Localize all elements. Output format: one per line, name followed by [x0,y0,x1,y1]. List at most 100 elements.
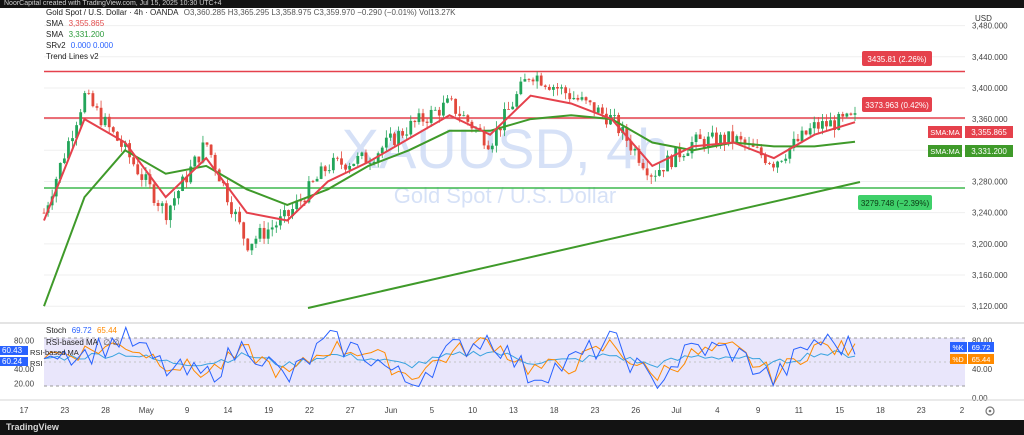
candle-body [494,128,498,146]
candle-body [71,138,74,142]
resistance-1-tag[interactable]: 3373.963 (0.42%) [862,97,932,112]
candle-body [384,137,388,148]
candle-body [140,174,144,180]
legend-stoch-label: Stoch [46,326,67,335]
candle-body [674,147,678,168]
candle-body [633,148,637,151]
legend-symbol: Gold Spot / U.S. Dollar · 4h · OANDA [46,8,179,17]
candle-body [144,174,148,180]
candle-body [715,132,718,146]
legend-trend-lines[interactable]: Trend Lines v2 [46,52,102,61]
candle-body [829,120,832,127]
k-badge[interactable]: %K 69.72 [950,342,994,352]
currency-label: USD [975,14,992,23]
candle-body [311,181,315,182]
candle-body [148,174,152,185]
resistance-2-text: 3435.81 (2.26%) [867,55,926,64]
legend-sma-slow[interactable]: SMA 3,331.200 [46,30,107,39]
support-1-tag[interactable]: 3279.748 (−2.39%) [858,195,932,210]
sma-slow-line[interactable] [43,114,856,307]
candle-body [315,178,319,182]
candle-body [849,113,853,115]
candle-body [156,202,160,206]
candle-body [784,158,788,161]
sma-fast-line[interactable] [43,94,856,222]
legend-rsi-ma-label: RSI-based MA [46,338,99,347]
candle-body [837,113,841,130]
candle-body [364,152,368,164]
candle-body [613,114,616,116]
price-axis[interactable]: USD 3,480.000 3,440.000 3,400.000 3,360.000… [972,14,1008,311]
candle-body [177,190,180,199]
chart-panel[interactable]: XAUUSD, 4h Gold Spot / U.S. Dollar USD 3… [0,8,1024,420]
chart-canvas[interactable]: XAUUSD, 4h Gold Spot / U.S. Dollar USD 3… [0,8,1024,420]
candle-body [307,181,311,203]
rsi-side-text: RSI [30,359,43,368]
settings-icon[interactable] [985,406,995,416]
oscillator-axis[interactable]: 80.00 40.00 0.00 80.00 40.00 20.00 [14,336,993,403]
candle-body [352,163,356,166]
watermark-name: Gold Spot / U.S. Dollar [394,183,617,208]
stoch-k-line[interactable] [43,325,856,390]
candle-body [666,155,669,172]
stoch-d-line[interactable] [43,337,856,387]
candle-body [788,148,792,159]
candle-body [710,132,714,137]
d-badge[interactable]: %D 65.44 [950,354,994,364]
candle-body [584,97,588,101]
trend-line[interactable] [307,181,861,309]
candle-body [759,147,763,156]
candle-body [482,130,486,146]
candle-body [67,141,70,159]
candle-body [201,142,205,163]
candle-body [115,131,119,141]
resistance-2-tag[interactable]: 3435.81 (2.26%) [862,51,932,66]
candle-body [694,134,698,143]
price-tick: 3,360.000 [972,115,1008,124]
time-label: 23 [917,406,926,415]
caption-text: NoorCapital created with TradingView.com… [4,0,222,7]
rsi-ma-side-text: RSI-based MA [30,348,79,357]
time-label: 5 [430,406,435,415]
candle-body [853,113,857,115]
legend-symbol-row[interactable]: Gold Spot / U.S. Dollar · 4h · OANDA O3,… [46,8,459,17]
candle-body [234,211,237,215]
candle-body [356,155,360,164]
rsi-line[interactable] [43,350,856,369]
candle-body [462,115,466,117]
legend-sma-fast[interactable]: SMA 3,355.865 [46,19,107,28]
legend-sma-fast-label: SMA [46,19,64,28]
candle-body [380,147,384,154]
candle-body [103,116,107,126]
sma-slow-tag[interactable]: SMA:MA 3,331.200 [928,145,1013,157]
candle-body [42,212,46,214]
legend-srv2[interactable]: SRv2 0.000 0.000 [46,41,116,50]
time-label: 10 [468,406,477,415]
time-label: 23 [60,406,69,415]
candle-body [197,156,201,163]
time-label: 9 [756,406,761,415]
candle-body [401,131,405,136]
candle-body [719,134,722,146]
legend-rsi-ma[interactable]: RSI-based MA ∅ ∅ [46,338,122,347]
time-axis[interactable]: 17 23 28 May 9 14 19 22 27 Jun 5 10 13 18 23 26 Jul 4 9 11 1… [20,406,965,415]
candle-body [242,222,246,239]
candle-body [772,163,775,168]
candle-body [588,100,592,103]
sma-fast-tag[interactable]: SMA:MA 3,355.865 [928,126,1013,138]
candle-body [560,87,563,89]
price-tick: 3,120.000 [972,302,1008,311]
candle-body [173,198,176,206]
candle-body [372,161,376,164]
time-label: 26 [631,406,640,415]
candle-body [731,131,735,142]
candle-body [552,87,555,90]
candle-body [576,97,580,100]
candle-body [331,157,335,171]
legend-stoch[interactable]: Stoch 69.72 65.44 [46,326,120,335]
candle-body [845,113,849,117]
top-caption-bar: NoorCapital created with TradingView.com… [0,0,1024,8]
osc-left-tick: 40.00 [14,365,35,374]
candle-body [91,93,95,107]
d-badge-label: %D [952,357,963,364]
